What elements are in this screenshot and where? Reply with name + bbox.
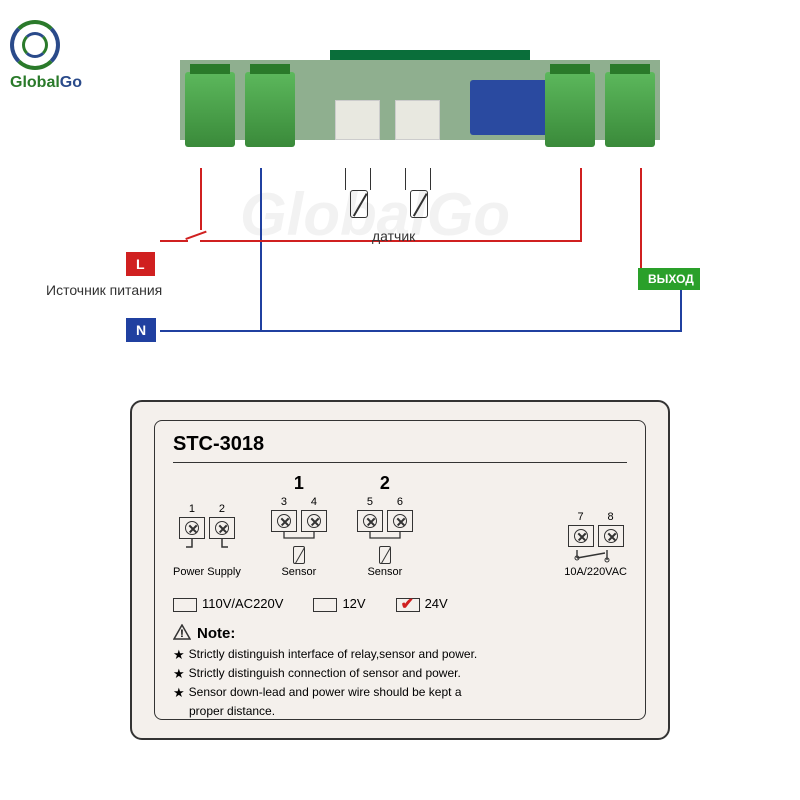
terminal-block-icon xyxy=(185,72,235,147)
voltage-options: 110V/AC220V 12V 24V xyxy=(173,596,627,612)
label-output: ВЫХОД xyxy=(638,268,700,290)
terminal-block-icon xyxy=(245,72,295,147)
wiring-diagram: L N ВЫХОД датчик Источник питания xyxy=(140,50,700,370)
note-line: ★Sensor down-lead and power wire should … xyxy=(173,685,627,701)
power-supply-label: Power Supply xyxy=(173,566,241,578)
note-line: ★Strictly distinguish interface of relay… xyxy=(173,647,627,663)
sensor-icon xyxy=(350,190,368,218)
checkbox-12v xyxy=(313,598,337,612)
model-number: STC-3018 xyxy=(173,433,627,463)
logo-ring-icon xyxy=(10,20,60,70)
warning-icon: ! xyxy=(173,624,191,644)
label-live: L xyxy=(126,252,155,276)
relay-contact-icon xyxy=(564,550,620,564)
brand-logo: GlobalGo xyxy=(10,20,82,92)
note-line: proper distance. xyxy=(173,704,627,718)
checkbox-110v xyxy=(173,598,197,612)
sensor-connector-icon xyxy=(335,100,380,140)
sensor-label: Sensor xyxy=(357,566,413,578)
controller-module xyxy=(180,50,660,170)
logo-text: GlobalGo xyxy=(10,74,82,92)
terminal-schematic: 1 2 Power Supply 1 3 4 Sensor 2 xyxy=(173,473,627,578)
sensor-label: Sensor xyxy=(271,566,327,578)
note-heading: ! Note: xyxy=(173,624,627,644)
sensor-connector-icon xyxy=(395,100,440,140)
wire-N xyxy=(260,330,680,332)
label-neutral: N xyxy=(126,318,156,342)
terminal-block-icon xyxy=(545,72,595,147)
sensor-icon xyxy=(293,546,305,564)
relay-rating-label: 10A/220VAC xyxy=(564,566,627,578)
sensor-icon xyxy=(379,546,391,564)
spec-panel: STC-3018 1 2 Power Supply 1 3 4 xyxy=(130,400,670,740)
terminal-block-icon xyxy=(605,72,655,147)
sensor-label: датчик xyxy=(372,228,415,244)
note-line: ★Strictly distinguish connection of sens… xyxy=(173,666,627,682)
group-2-label: 2 xyxy=(357,473,413,494)
checkbox-24v xyxy=(396,598,420,612)
power-source-label: Источник питания xyxy=(46,282,162,298)
svg-text:!: ! xyxy=(180,628,184,640)
group-1-label: 1 xyxy=(271,473,327,494)
sensor-icon xyxy=(410,190,428,218)
